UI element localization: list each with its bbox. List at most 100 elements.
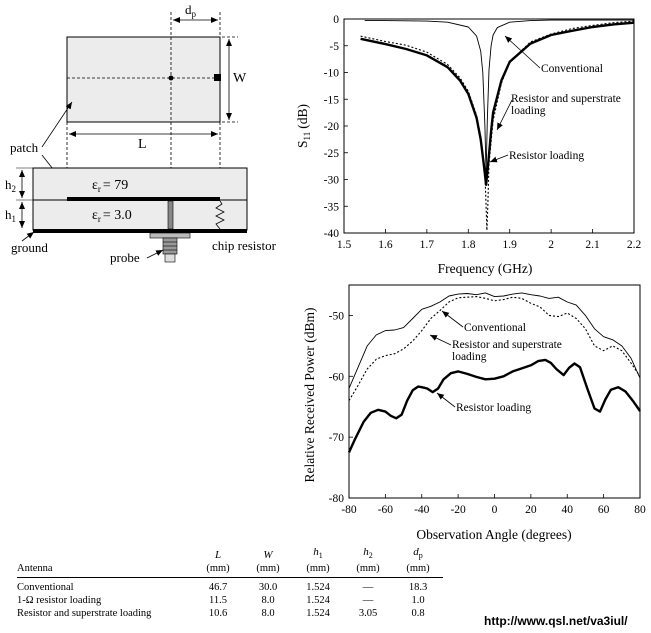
- eps-bottom-label: εr = 3.0: [92, 208, 132, 224]
- power-annotation-superstrate: Resistor and superstrate: [452, 339, 562, 351]
- table-row: 1-Ω resistor loading 11.5 8.0 1.524 — 1.…: [17, 594, 443, 607]
- resistor-marker: [214, 74, 221, 81]
- power-arrow-resistor: [436, 392, 456, 408]
- received-power-chart: -80 -60 -40 -20 0 20 40 60 80 -50 -60 -70 -80 Observ…: [302, 284, 646, 542]
- power-x-tick-label: 60: [598, 504, 610, 516]
- patch-top-view: [66, 36, 221, 123]
- s11-y-tick-label: -35: [324, 201, 340, 213]
- s11-x-tick-label: 1.7: [420, 239, 435, 251]
- power-x-axis-label: Observation Angle (degrees): [416, 527, 571, 542]
- cell-h2: —: [362, 595, 374, 607]
- cell-dp: 18.3: [408, 582, 428, 594]
- cell-l: 10.6: [208, 608, 228, 620]
- s11-series-resistor-and-superstrate-loading: [360, 20, 635, 231]
- power-x-tick-label: -20: [450, 504, 466, 516]
- cell-l: 11.5: [209, 595, 227, 607]
- s11-y-tick-label: -15: [324, 94, 340, 106]
- source-url[interactable]: http://www.qsl.net/va3iul/: [484, 614, 628, 628]
- power-x-tick-label: 40: [562, 504, 574, 516]
- header-h2: h2: [363, 546, 373, 561]
- power-y-axis-label: Relative Received Power (dBm): [302, 307, 317, 482]
- w-label: W: [233, 71, 247, 86]
- antenna-diagram: dp W L patch εr = 79 εr = 3.0 h2 h1 ground: [5, 2, 277, 265]
- s11-chart: 1.5 1.6 1.7 1.8 1.9 2 2.1 2.2 0 -5 -10 -15 -20 -25 -30…: [295, 14, 641, 276]
- dp-label: dp: [185, 2, 197, 19]
- cell-w: 30.0: [258, 582, 278, 594]
- patch-label: patch: [10, 140, 39, 155]
- power-annotation-superstrate-2: loading: [452, 351, 487, 363]
- s11-annotation-superstrate: Resistor and superstrate: [511, 93, 621, 105]
- table-header-blank: [17, 546, 193, 562]
- cell-antenna: 1-Ω resistor loading: [17, 595, 102, 607]
- chip-resistor-symbol: [215, 200, 225, 230]
- s11-x-tick-label: 2.2: [627, 239, 642, 251]
- table-row: Resistor and superstrate loading 10.6 8.…: [17, 607, 443, 620]
- power-x-tick-label: -60: [378, 504, 394, 516]
- unit-dp: (mm): [393, 562, 443, 579]
- power-x-tick-label: 0: [492, 504, 498, 516]
- header-antenna: Antenna: [17, 562, 193, 579]
- power-plot-frame: [348, 284, 641, 499]
- ground-label: ground: [11, 240, 48, 255]
- cell-dp: 1.0: [411, 595, 425, 607]
- unit-w: (mm): [243, 562, 293, 579]
- s11-y-tick-label: -25: [324, 148, 340, 160]
- s11-series-conventional: [364, 19, 634, 175]
- s11-x-axis-label: Frequency (GHz): [438, 261, 533, 276]
- s11-y-tick-label: -5: [329, 41, 339, 53]
- s11-plot-frame: [343, 18, 635, 234]
- power-series-resistor-loading: [347, 358, 641, 453]
- power-series-conventional: [348, 292, 641, 389]
- table-header-units: Antenna (mm) (mm) (mm) (mm) (mm): [17, 562, 443, 579]
- cell-l: 46.7: [208, 582, 228, 594]
- cell-w: 8.0: [261, 595, 275, 607]
- h1-label: h1: [5, 207, 16, 224]
- h2-label: h2: [5, 177, 16, 194]
- header-h1: h1: [313, 546, 323, 561]
- s11-y-tick-label: -10: [324, 68, 340, 80]
- probe-flange: [149, 232, 191, 239]
- cell-h1: 1.524: [306, 608, 330, 620]
- power-y-tick-label: -80: [329, 493, 345, 505]
- probe-pin: [167, 200, 174, 230]
- power-x-tick-label: 20: [525, 504, 537, 516]
- s11-x-tick-label: 1.6: [378, 239, 393, 251]
- power-annotation-conventional: Conventional: [464, 322, 526, 334]
- s11-y-tick-label: -40: [324, 228, 340, 240]
- cell-antenna: Conventional: [17, 582, 74, 594]
- header-w: W: [263, 549, 273, 562]
- chip-resistor-label: chip resistor: [212, 238, 277, 253]
- s11-y-tick-label: -20: [324, 121, 340, 133]
- ground-arrow: [21, 231, 35, 242]
- cell-h2: —: [362, 582, 374, 594]
- ground-plane: [33, 229, 247, 233]
- power-arrow-conventional: [441, 310, 464, 328]
- unit-h1: (mm): [293, 562, 343, 579]
- cell-h2: 3.05: [358, 608, 378, 620]
- s11-y-axis-label: S11(dB): [295, 104, 312, 148]
- unit-l: (mm): [193, 562, 243, 579]
- s11-x-tick-label: 1.5: [337, 239, 352, 251]
- s11-arrow-conventional: [504, 35, 541, 69]
- power-arrow-superstrate: [429, 334, 452, 346]
- probe-arrow: [146, 249, 164, 259]
- table-row: Conventional 46.7 30.0 1.524 — 18.3: [17, 578, 443, 595]
- s11-y-tick-label: 0: [333, 14, 339, 26]
- s11-x-tick-label: 2.1: [585, 239, 600, 251]
- unit-h2: (mm): [343, 562, 393, 579]
- power-x-tick-label: -80: [341, 504, 357, 516]
- s11-x-tick-label: 1.8: [461, 239, 476, 251]
- s11-y-tick-label: -30: [324, 175, 340, 187]
- superstrate-layer: [32, 167, 248, 201]
- probe-label: probe: [110, 250, 140, 265]
- header-dp: dp: [413, 546, 423, 561]
- cell-h1: 1.524: [306, 595, 330, 607]
- s11-x-tick-label: 1.9: [503, 239, 518, 251]
- patch-arrow-top: [41, 101, 73, 148]
- substrate-layer: [32, 199, 248, 231]
- header-l: L: [214, 549, 222, 562]
- power-x-tick-label: 80: [634, 504, 646, 516]
- s11-series-resistor-loading: [360, 21, 635, 187]
- antenna-dimensions-table: L W h1 h2 dp Antenna (mm) (mm) (mm) (mm)…: [17, 546, 443, 620]
